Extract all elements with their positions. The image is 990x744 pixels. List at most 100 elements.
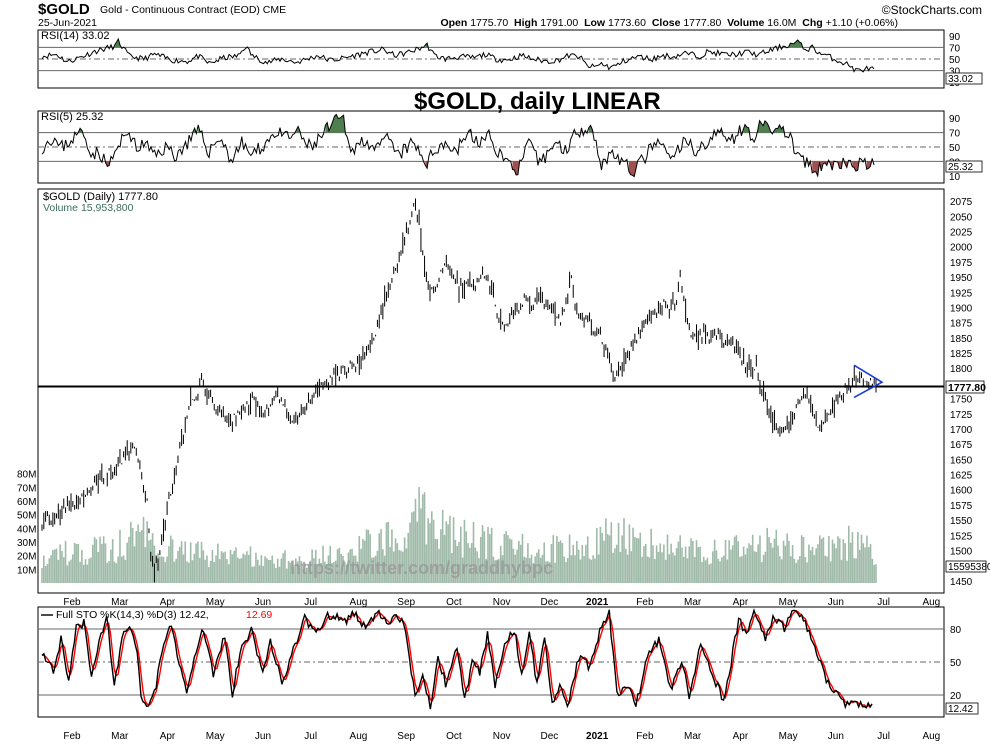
volume-bar (211, 549, 214, 583)
volume-bar (527, 543, 529, 583)
volume-bar (697, 546, 700, 583)
volume-bar (220, 551, 223, 583)
volume-bar (82, 564, 85, 583)
volume-bar (572, 544, 575, 583)
volume-bar (461, 557, 464, 583)
volume-bar (828, 536, 830, 583)
volume-bar (661, 552, 663, 583)
volume-bar (646, 556, 649, 583)
volume-bar (130, 521, 132, 583)
volume-bar (508, 538, 511, 583)
price-tick-label: 1525 (950, 531, 973, 542)
volume-bar (788, 540, 790, 583)
volume-bar (837, 536, 839, 583)
sto-levels (38, 628, 944, 696)
volume-bar (347, 552, 350, 583)
volume-bar (269, 560, 272, 583)
volume-tick-label: 30M (17, 538, 36, 549)
price-tick-label: 1975 (950, 258, 973, 269)
rsi14-tick-label: 50 (949, 55, 961, 66)
volume-bar (673, 555, 676, 583)
volume-bar (97, 551, 100, 583)
volume-label: Volume (727, 17, 765, 29)
volume-bar (189, 542, 192, 583)
volume-bar (240, 558, 243, 583)
volume-bar (534, 556, 536, 583)
volume-tick-label: 10M (17, 565, 36, 576)
volume-bar (848, 525, 850, 583)
volume-bar (351, 548, 353, 583)
volume-bar (276, 558, 279, 583)
instrument-name: Gold - Continuous Contract (EOD) CME (100, 4, 287, 16)
volume-bar (284, 550, 286, 583)
volume-bar (99, 536, 101, 583)
volume-bar (184, 541, 187, 583)
volume-bar (77, 544, 80, 583)
rsi14-tick-label: 90 (949, 32, 961, 43)
volume-bar (255, 552, 257, 583)
volume-bar (148, 540, 150, 583)
volume-bar (556, 536, 558, 583)
volume-bar (710, 563, 712, 583)
volume-bar (545, 561, 547, 583)
volume-bar (443, 534, 446, 583)
price-tick-label: 1700 (950, 425, 973, 436)
volume-bar (209, 560, 212, 583)
close-label: Close (651, 17, 681, 29)
volume-bar (160, 556, 163, 583)
sto-months-label: Mar (111, 731, 129, 742)
volume-bar (666, 534, 669, 583)
volume-bar (757, 544, 759, 583)
volume-bar (61, 550, 63, 583)
volume-bar (866, 535, 868, 583)
volume-bar (576, 540, 578, 583)
volume-bar (775, 529, 778, 583)
chart-annotation: $GOLD, daily LINEAR (414, 88, 661, 115)
volume-bar (639, 532, 642, 583)
volume-bar (539, 557, 542, 583)
volume-bar (349, 549, 352, 583)
volume-bar (802, 537, 805, 583)
volume-bar (655, 545, 658, 583)
volume-bar (755, 551, 758, 583)
volume-bar (684, 546, 687, 583)
volume-bar (334, 560, 337, 583)
volume-bar (325, 563, 328, 583)
volume-bar (418, 487, 420, 583)
volume-bar (262, 565, 264, 583)
volume-bar (302, 569, 304, 583)
volume-bar (759, 535, 761, 583)
volume-bar (95, 539, 98, 583)
volume-bar (81, 549, 83, 583)
watermark: https://twitter.com/graddhybpc (290, 558, 553, 578)
volume-bar (851, 532, 854, 583)
volume-bar (309, 560, 312, 583)
sto-x-axis: Feb Mar Apr May Jun Jul Aug Sep Oct Nov Dec 2021 Feb… (63, 731, 940, 742)
volume-bar (164, 562, 167, 583)
volume-bar (423, 492, 426, 583)
volume-bar (519, 544, 522, 583)
volume-bar (822, 537, 825, 583)
volume-bar (659, 543, 662, 583)
sto-legend-k: Full STO %K(14,3) %D(3) 12.42, (56, 609, 209, 621)
price-months-label: Apr (733, 597, 749, 608)
price-tick-label: 2075 (950, 197, 973, 208)
sto-months-label: Aug (350, 731, 368, 742)
volume-bar (275, 568, 277, 583)
volume-bar (166, 556, 168, 583)
volume-tick-label: 40M (17, 524, 36, 535)
volume-bar (543, 542, 546, 583)
volume-bar (371, 557, 373, 583)
volume-bar (271, 555, 274, 583)
rsi5-tick-label: 70 (949, 129, 961, 140)
volume-bar (586, 536, 589, 583)
volume-bar (365, 529, 368, 583)
volume-bar (362, 539, 364, 583)
volume-bar (376, 550, 379, 583)
volume-bar (804, 556, 807, 583)
price-tick-label: 1900 (950, 303, 973, 314)
volume-bar (552, 535, 555, 583)
volume-bar (681, 547, 683, 583)
volume-bar (421, 494, 424, 583)
volume-bar (333, 561, 335, 583)
